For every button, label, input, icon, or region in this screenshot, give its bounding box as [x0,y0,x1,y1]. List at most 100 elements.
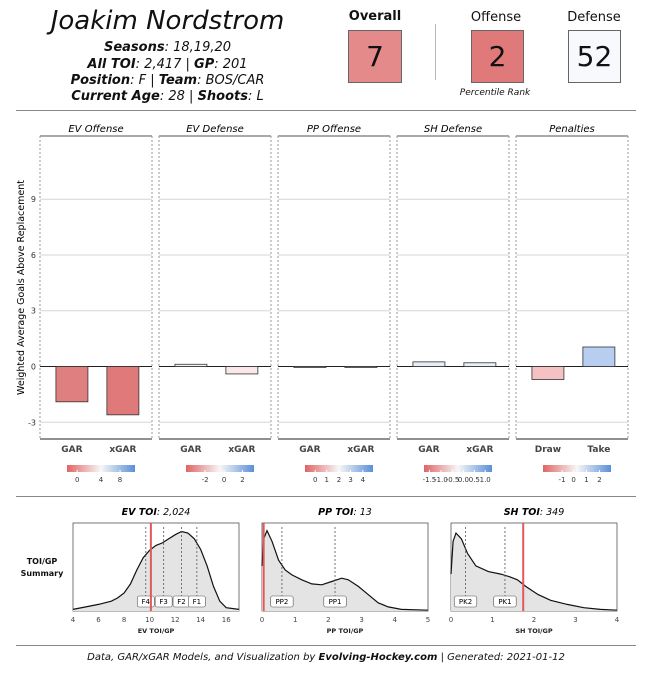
line-marker-box [188,595,206,608]
line-marker-box [453,595,478,608]
x-tick-label: 14 [196,616,205,624]
x-axis-label: SH TOI/GP [515,627,552,635]
bar [106,366,140,416]
density-curve [261,529,429,611]
legend-tick-label: 0 [75,476,79,484]
category-label: Take [587,445,610,455]
category-label: GAR [418,445,439,455]
legend-tick-label: 2 [337,476,341,484]
legend-colorbar [67,465,135,472]
x-tick-label: 4 [71,616,76,624]
legend-tick-label: 2 [240,476,244,484]
x-tick-label: 16 [222,616,231,624]
legend-tick-label: -1.0 [434,476,448,484]
legend-tick-label: 4 [99,476,104,484]
legend-tick-label: -1 [559,476,566,484]
legend-tick-label: 0.5 [469,476,480,484]
legend-tick-label: -2 [202,476,209,484]
y-tick-label: 9 [31,195,36,204]
bar [174,363,208,367]
seasons-label: Seasons [103,40,165,55]
category-label: Draw [535,445,561,455]
line-marker-label: PK2 [459,598,472,606]
x-tick-label: 10 [145,616,154,624]
legend-colorbar [543,465,611,472]
line-marker-box [323,595,347,608]
bar [463,362,497,367]
bar [531,366,565,380]
category-label: GAR [61,445,82,455]
y-tick-label: 0 [31,363,36,372]
x-tick-label: 8 [122,616,126,624]
position-line: Position: F | Team: BOS/CAR [0,73,335,88]
line-marker-label: F2 [177,598,185,606]
toi-line: All TOI: 2,417 | GP: 201 [0,57,335,72]
bar [225,366,259,375]
offense-rank-box: 2 [471,30,524,83]
panel-title: EV Defense [186,124,244,135]
seasons-line: Seasons: 18,19,20 [0,40,335,55]
line-marker-label: F4 [142,598,151,606]
x-tick-label: 1 [293,616,297,624]
line-marker-label: PP2 [275,598,288,606]
footer-divider [16,645,636,646]
position-label: Position [70,73,131,88]
category-label: xGAR [466,445,493,455]
legend-tick-label: 0 [313,476,317,484]
density-area [451,533,617,611]
rank-divider [435,24,436,80]
overall-rank-box: 7 [348,30,402,83]
legend-tick-label: 0.0 [458,476,469,484]
bar [293,366,327,368]
category-label: GAR [180,445,201,455]
team-label: Team [158,73,198,88]
x-tick-label: 0 [449,616,453,624]
density-title: SH TOI: 349 [504,507,565,518]
panel-title: EV Offense [68,124,123,135]
shoots-label: Shoots [197,89,248,104]
category-label: GAR [299,445,320,455]
gp-label: GP [194,57,215,72]
bar [55,366,89,403]
x-tick-label: 3 [359,616,363,624]
gp-value: : 201 [214,57,248,72]
shoots-value: : L [248,89,264,104]
line-marker-box [154,595,173,608]
y-tick-label: 6 [31,251,36,260]
legend-tick-label: -1.5 [423,476,437,484]
density-title-label: PP TOI [318,507,354,518]
seasons-value: : 18,19,20 [164,40,232,55]
legend-tick-label: 1.0 [480,476,491,484]
density-curve [450,531,618,611]
toi-summary-label-line1: TOI/GP [26,557,58,566]
density-title-value: : 13 [354,507,372,518]
bar [412,361,446,367]
position-value: : F | [130,73,159,88]
legend-tick-label: 0 [222,476,226,484]
x-tick-label: 12 [171,616,180,624]
density-title: EV TOI: 2,024 [122,507,191,518]
legend-colorbar [424,465,492,472]
percentile-rank-label: Percentile Rank [459,88,531,98]
category-label: xGAR [347,445,374,455]
density-title: PP TOI: 13 [318,507,372,518]
panel-title: PP Offense [307,124,361,135]
y-tick-label: 3 [31,307,36,316]
legend-tick-label: 1 [584,476,588,484]
density-curve [72,530,240,610]
line-marker-label: F1 [193,598,201,606]
bar [582,346,616,367]
footer-credit: Data, GAR/xGAR Models, and Visualization… [0,652,652,663]
header-divider [16,110,636,111]
legend-tick-label: 3 [348,476,352,484]
legend-colorbar [305,465,373,472]
density-title-label: SH TOI [504,507,541,518]
x-tick-label: 4 [615,616,620,624]
x-axis-label: PP TOI/GP [327,627,364,635]
footer-prefix: Data, GAR/xGAR Models, and Visualization… [87,652,319,663]
legend-colorbar [186,465,254,472]
category-label: xGAR [109,445,136,455]
bar [344,366,378,368]
line-marker-box [493,595,517,608]
panel-title: SH Defense [424,124,482,135]
